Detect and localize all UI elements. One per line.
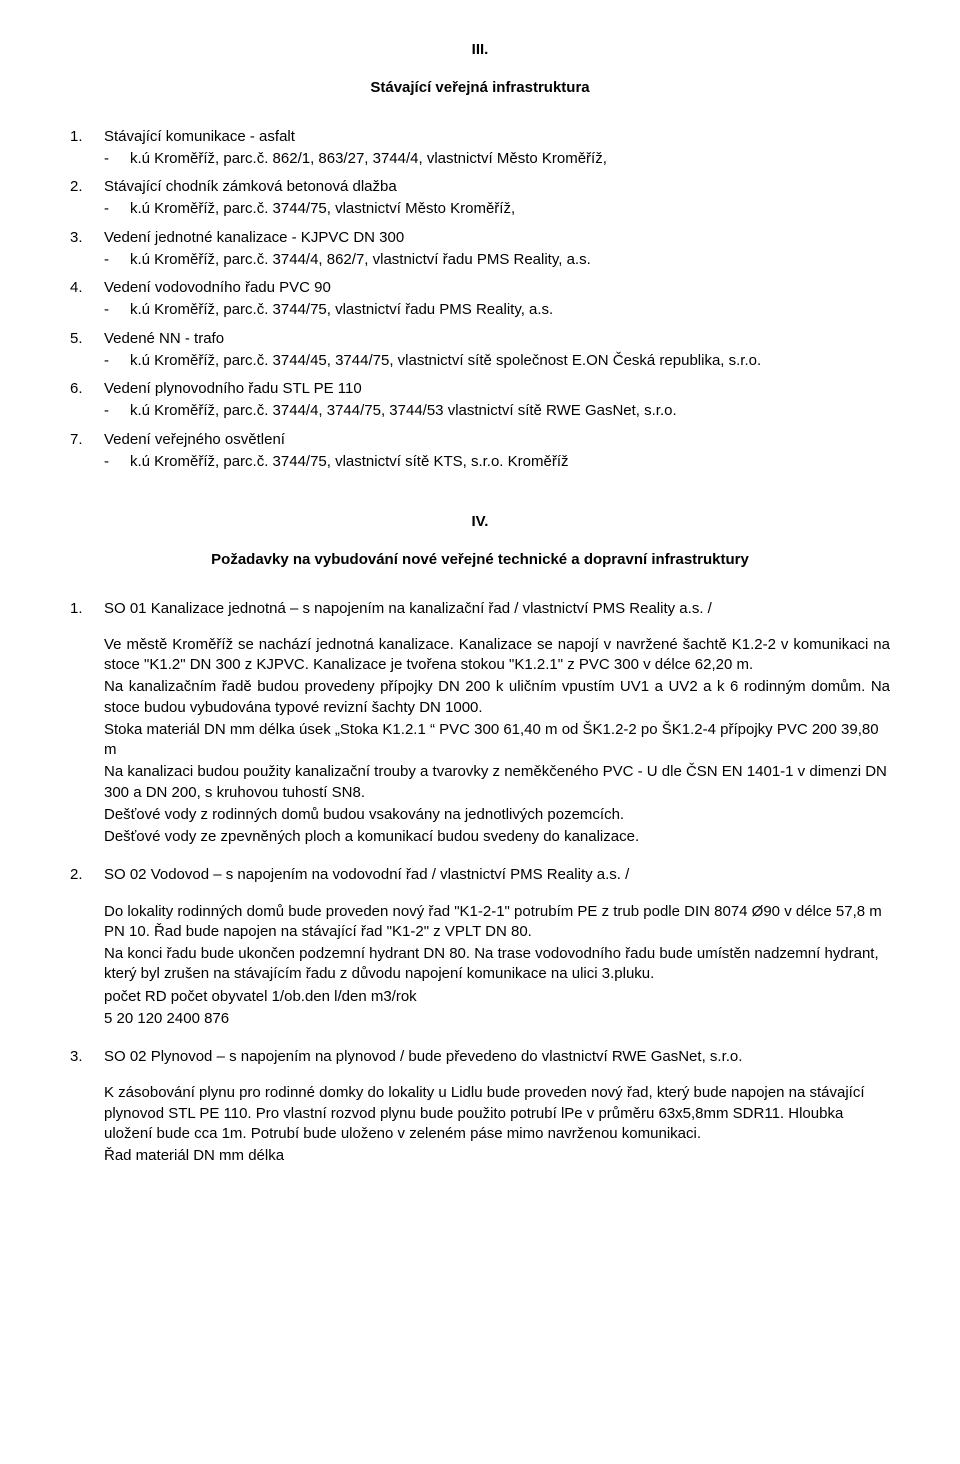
item-sub-text: k.ú Kroměříž, parc.č. 3744/4, 862/7, vla…: [130, 250, 591, 270]
item-sub-text: k.ú Kroměříž, parc.č. 3744/45, 3744/75, …: [130, 351, 761, 371]
paragraph: Dešťové vody ze zpevněných ploch a komun…: [104, 827, 890, 847]
paragraph: Na konci řadu bude ukončen podzemní hydr…: [104, 944, 890, 985]
section4-roman: IV.: [70, 512, 890, 532]
item-number: 3.: [70, 228, 104, 271]
list-item: 1. SO 01 Kanalizace jednotná – s napojen…: [70, 599, 890, 621]
item-sub: - k.ú Kroměříž, parc.č. 3744/4, 862/7, v…: [104, 250, 890, 270]
section3-title: Stávající veřejná infrastruktura: [70, 78, 890, 98]
item-number: 1.: [70, 127, 104, 170]
item-sub: - k.ú Kroměříž, parc.č. 3744/4, 3744/75,…: [104, 401, 890, 421]
list-item: 2. SO 02 Vodovod – s napojením na vodovo…: [70, 865, 890, 887]
item-sub: - k.ú Kroměříž, parc.č. 3744/45, 3744/75…: [104, 351, 890, 371]
list-item: 3. SO 02 Plynovod – s napojením na plyno…: [70, 1047, 890, 1069]
item-sub-text: k.ú Kroměříž, parc.č. 862/1, 863/27, 374…: [130, 149, 607, 169]
item-sub-text: k.ú Kroměříž, parc.č. 3744/4, 3744/75, 3…: [130, 401, 677, 421]
item-body: Vedení jednotné kanalizace - KJPVC DN 30…: [104, 228, 890, 271]
item-number: 1.: [70, 599, 104, 621]
item-sub-text: k.ú Kroměříž, parc.č. 3744/75, vlastnict…: [130, 300, 553, 320]
list-item: 2. Stávající chodník zámková betonová dl…: [70, 177, 890, 220]
item-sub-text: k.ú Kroměříž, parc.č. 3744/75, vlastnict…: [130, 199, 515, 219]
paragraph: K zásobování plynu pro rodinné domky do …: [104, 1083, 890, 1144]
item-title: SO 02 Vodovod – s napojením na vodovodní…: [104, 865, 890, 885]
item-title: SO 01 Kanalizace jednotná – s napojením …: [104, 599, 890, 619]
item-title: Vedené NN - trafo: [104, 329, 890, 349]
paragraph: Řad materiál DN mm délka: [104, 1146, 890, 1166]
section4-list: 1. SO 01 Kanalizace jednotná – s napojen…: [70, 599, 890, 1167]
paragraph: Do lokality rodinných domů bude proveden…: [104, 902, 890, 943]
item-body: Vedení plynovodního řadu STL PE 110 - k.…: [104, 379, 890, 422]
paragraph: Ve městě Kroměříž se nachází jednotná ka…: [104, 635, 890, 676]
section3-list: 1. Stávající komunikace - asfalt - k.ú K…: [70, 127, 890, 473]
paragraph: Dešťové vody z rodinných domů budou vsak…: [104, 805, 890, 825]
paragraph: počet RD počet obyvatel 1/ob.den l/den m…: [104, 987, 890, 1007]
item-body: SO 02 Vodovod – s napojením na vodovodní…: [104, 865, 890, 887]
item-title: Vedení veřejného osvětlení: [104, 430, 890, 450]
item-sub: - k.ú Kroměříž, parc.č. 862/1, 863/27, 3…: [104, 149, 890, 169]
dash: -: [104, 351, 130, 371]
dash: -: [104, 300, 130, 320]
dash: -: [104, 250, 130, 270]
paragraph: Stoka materiál DN mm délka úsek „Stoka K…: [104, 720, 890, 761]
dash: -: [104, 452, 130, 472]
section4-title: Požadavky na vybudování nové veřejné tec…: [70, 550, 890, 570]
list-item: 6. Vedení plynovodního řadu STL PE 110 -…: [70, 379, 890, 422]
item-sub: - k.ú Kroměříž, parc.č. 3744/75, vlastni…: [104, 300, 890, 320]
item-title: Stávající komunikace - asfalt: [104, 127, 890, 147]
item-body: Stávající chodník zámková betonová dlažb…: [104, 177, 890, 220]
item-number: 2.: [70, 177, 104, 220]
item-paragraphs: Do lokality rodinných domů bude proveden…: [104, 902, 890, 1030]
paragraph: Na kanalizaci budou použity kanalizační …: [104, 762, 890, 803]
list-item: 1. Stávající komunikace - asfalt - k.ú K…: [70, 127, 890, 170]
item-number: 7.: [70, 430, 104, 473]
dash: -: [104, 199, 130, 219]
item-number: 3.: [70, 1047, 104, 1069]
item-number: 6.: [70, 379, 104, 422]
item-title: SO 02 Plynovod – s napojením na plynovod…: [104, 1047, 890, 1067]
item-title: Vedení vodovodního řadu PVC 90: [104, 278, 890, 298]
item-body: SO 02 Plynovod – s napojením na plynovod…: [104, 1047, 890, 1069]
list-item: 5. Vedené NN - trafo - k.ú Kroměříž, par…: [70, 329, 890, 372]
item-body: SO 01 Kanalizace jednotná – s napojením …: [104, 599, 890, 621]
item-title: Vedení jednotné kanalizace - KJPVC DN 30…: [104, 228, 890, 248]
item-sub-text: k.ú Kroměříž, parc.č. 3744/75, vlastnict…: [130, 452, 569, 472]
item-sub: - k.ú Kroměříž, parc.č. 3744/75, vlastni…: [104, 452, 890, 472]
item-number: 4.: [70, 278, 104, 321]
item-number: 5.: [70, 329, 104, 372]
item-body: Vedení vodovodního řadu PVC 90 - k.ú Kro…: [104, 278, 890, 321]
list-item: 4. Vedení vodovodního řadu PVC 90 - k.ú …: [70, 278, 890, 321]
item-title: Stávající chodník zámková betonová dlažb…: [104, 177, 890, 197]
list-item: 7. Vedení veřejného osvětlení - k.ú Krom…: [70, 430, 890, 473]
item-body: Vedení veřejného osvětlení - k.ú Kroměří…: [104, 430, 890, 473]
list-item: 3. Vedení jednotné kanalizace - KJPVC DN…: [70, 228, 890, 271]
item-body: Vedené NN - trafo - k.ú Kroměříž, parc.č…: [104, 329, 890, 372]
item-paragraphs: Ve městě Kroměříž se nachází jednotná ka…: [104, 635, 890, 848]
item-sub: - k.ú Kroměříž, parc.č. 3744/75, vlastni…: [104, 199, 890, 219]
item-title: Vedení plynovodního řadu STL PE 110: [104, 379, 890, 399]
paragraph: 5 20 120 2400 876: [104, 1009, 890, 1029]
item-paragraphs: K zásobování plynu pro rodinné domky do …: [104, 1083, 890, 1166]
dash: -: [104, 149, 130, 169]
paragraph: Na kanalizačním řadě budou provedeny pří…: [104, 677, 890, 718]
dash: -: [104, 401, 130, 421]
item-body: Stávající komunikace - asfalt - k.ú Krom…: [104, 127, 890, 170]
item-number: 2.: [70, 865, 104, 887]
section3-roman: III.: [70, 40, 890, 60]
spacer: [70, 498, 890, 512]
